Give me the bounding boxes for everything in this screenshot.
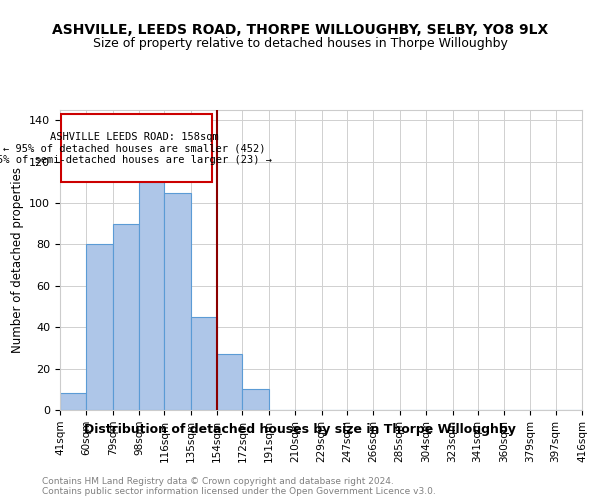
Text: ASHVILLE, LEEDS ROAD, THORPE WILLOUGHBY, SELBY, YO8 9LX: ASHVILLE, LEEDS ROAD, THORPE WILLOUGHBY,… [52,22,548,36]
Bar [60,394,86,410]
Bar [86,244,113,410]
Bar [191,317,217,410]
Text: ASHVILLE LEEDS ROAD: 158sqm
← 95% of detached houses are smaller (452)
5% of sem: ASHVILLE LEEDS ROAD: 158sqm ← 95% of det… [0,132,272,165]
Text: Contains HM Land Registry data © Crown copyright and database right 2024.: Contains HM Land Registry data © Crown c… [42,478,394,486]
Bar [242,390,269,410]
Bar [139,182,164,410]
Y-axis label: Number of detached properties: Number of detached properties [11,167,23,353]
Bar [164,193,191,410]
FancyBboxPatch shape [61,114,212,182]
Text: Size of property relative to detached houses in Thorpe Willoughby: Size of property relative to detached ho… [92,38,508,51]
Bar [113,224,139,410]
Text: Distribution of detached houses by size in Thorpe Willoughby: Distribution of detached houses by size … [84,422,516,436]
Bar [217,354,242,410]
Text: Contains public sector information licensed under the Open Government Licence v3: Contains public sector information licen… [42,488,436,496]
